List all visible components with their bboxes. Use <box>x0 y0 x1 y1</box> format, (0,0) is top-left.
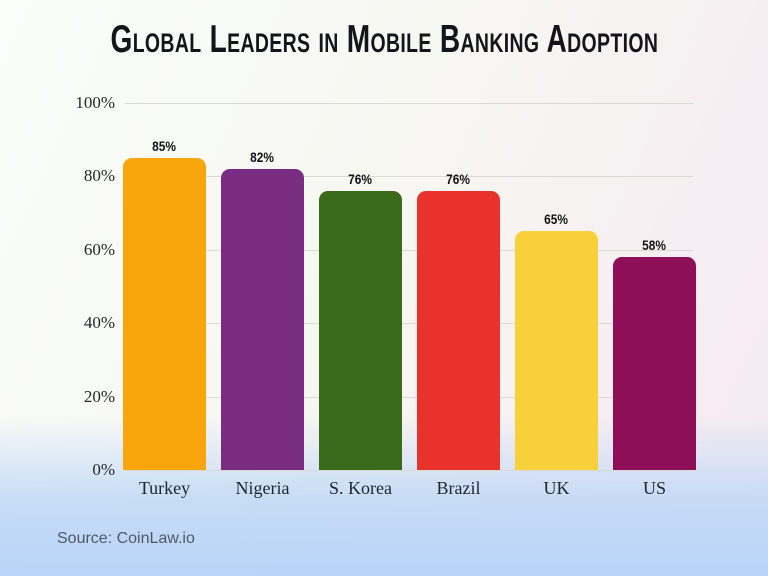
plot-area: 85% Turkey 82% Nigeria 76% S. Korea 76% Brazil 6… <box>123 103 696 498</box>
y-axis: 0% 20% 40% 60% 80% 100% <box>30 0 115 576</box>
chart-title: Global Leaders in Mobile Banking Adoptio… <box>110 18 658 61</box>
gridline <box>125 470 693 471</box>
x-axis-category-label: Brazil <box>436 478 481 498</box>
y-axis-tick-label: 0% <box>92 460 115 479</box>
gridline <box>125 249 693 251</box>
bar-uk <box>515 231 598 470</box>
bar-value-label: 65% <box>544 211 569 228</box>
y-axis-tick-label: 100% <box>75 93 115 112</box>
gridline <box>125 396 693 398</box>
gridline <box>125 103 693 104</box>
gridline <box>125 176 693 178</box>
bar-value-label: 76% <box>446 171 471 188</box>
source-note: Source: CoinLaw.io <box>57 530 195 547</box>
y-axis-tick-label: 20% <box>83 386 115 406</box>
x-axis-category-label: Nigeria <box>235 478 290 498</box>
x-axis-category-label: Turkey <box>138 478 191 498</box>
x-axis-category-label: S. Korea <box>329 478 392 498</box>
y-axis-tick-label: 40% <box>83 313 115 333</box>
x-axis-category-label: US <box>642 478 666 498</box>
chart-title-row: Global Leaders in Mobile Banking Adoptio… <box>0 18 768 62</box>
bar-value-label: 85% <box>152 138 177 155</box>
bar-s-korea <box>319 191 402 470</box>
bar-value-label: 82% <box>250 149 275 166</box>
bar-value-label: 76% <box>348 171 373 188</box>
bar-value-label: 58% <box>642 237 667 254</box>
y-axis-tick-label: 80% <box>83 166 115 186</box>
y-axis-tick-label: 60% <box>83 239 115 259</box>
bar-nigeria <box>221 169 304 470</box>
bar-turkey <box>123 158 206 470</box>
bar-us <box>613 257 696 470</box>
gridline <box>125 323 693 325</box>
bar-brazil <box>417 191 500 470</box>
x-axis-category-label: UK <box>543 478 570 498</box>
